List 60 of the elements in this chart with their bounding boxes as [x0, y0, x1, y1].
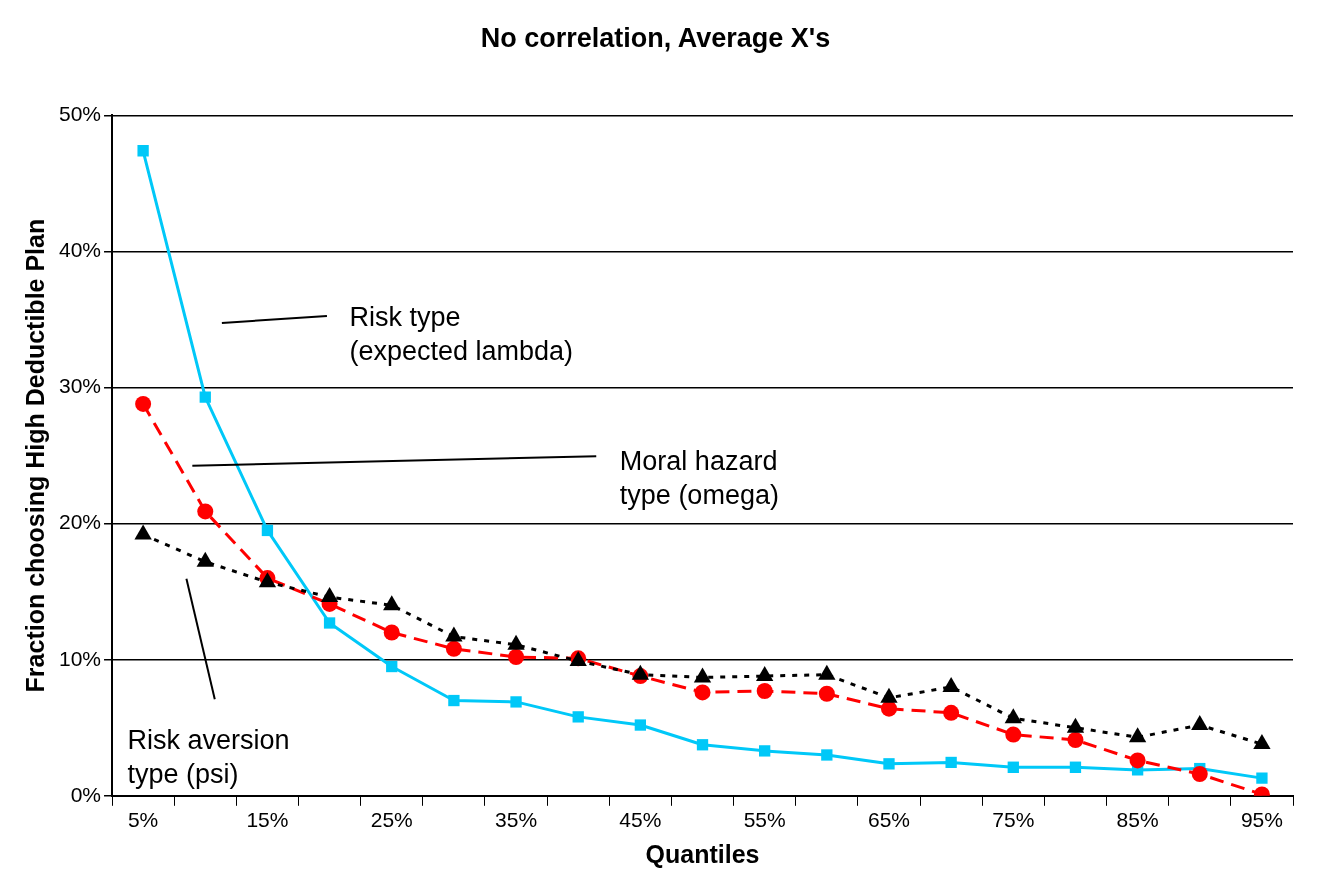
point [1256, 772, 1268, 784]
point [1005, 726, 1022, 743]
point [756, 683, 773, 700]
point [386, 660, 398, 673]
y-tick-label: 50% [59, 102, 102, 126]
x-tick-label: 15% [246, 808, 289, 832]
x-tick-label: 5% [127, 808, 159, 832]
point [261, 524, 274, 537]
point [572, 711, 584, 723]
point [1129, 752, 1146, 769]
x-tick-label: 95% [1240, 808, 1283, 832]
y-tick-label: 40% [59, 238, 102, 262]
y-tick-label: 20% [59, 510, 102, 534]
x-tick-label: 85% [1116, 808, 1159, 832]
point [759, 745, 771, 757]
y-tick-label: 30% [59, 374, 102, 398]
annotation: Risk type (expected lambda) [349, 302, 574, 367]
point [945, 756, 957, 769]
x-tick-label: 35% [495, 808, 538, 832]
point [1004, 708, 1022, 724]
point [756, 666, 774, 682]
x-tick-label: 55% [743, 808, 786, 832]
x-tick-label: 65% [867, 808, 910, 832]
point [634, 719, 647, 731]
point [694, 684, 711, 701]
point [448, 694, 460, 707]
point [508, 649, 525, 665]
point [383, 595, 401, 611]
point [1007, 761, 1019, 773]
point [383, 624, 400, 641]
point [821, 749, 833, 761]
y-tick-label: 10% [59, 646, 102, 670]
point [510, 696, 522, 708]
point [1253, 734, 1271, 750]
point [883, 758, 895, 770]
point [818, 685, 835, 702]
point [1191, 715, 1209, 731]
point [1128, 727, 1147, 743]
point [135, 395, 152, 412]
annotation: Moral hazard type (omega) [619, 445, 779, 510]
x-tick-label: 75% [992, 808, 1035, 832]
point [137, 145, 149, 157]
annotation: Risk aversion type (psi) [127, 724, 290, 789]
point [197, 503, 214, 520]
point [1191, 766, 1208, 783]
point [880, 700, 897, 717]
point [1067, 732, 1084, 749]
point [696, 739, 709, 751]
x-tick-label: 45% [619, 808, 662, 832]
y-axis-title: Fraction choosing High Deductible Plan [20, 218, 49, 693]
x-tick-label: 25% [370, 808, 413, 832]
point [1069, 761, 1082, 773]
point [445, 640, 462, 657]
y-tick-label: 0% [70, 782, 102, 806]
point [943, 704, 960, 721]
point [199, 391, 211, 403]
x-axis-title: Quantiles [645, 839, 760, 868]
chart-title: No correlation, Average X's [480, 22, 831, 53]
point [323, 617, 336, 629]
point [320, 587, 339, 603]
